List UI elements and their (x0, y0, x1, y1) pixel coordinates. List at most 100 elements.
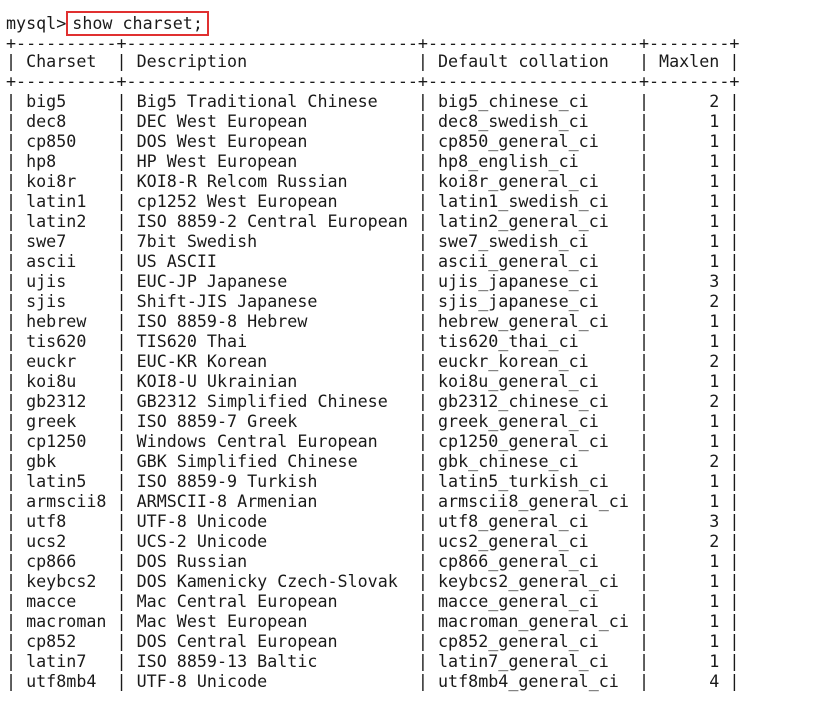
cell-maxlen: 2 (659, 291, 720, 311)
cell-maxlen: 1 (659, 491, 720, 511)
cell-collation: hebrew_general_ci (438, 311, 629, 331)
cell-maxlen: 1 (659, 191, 720, 211)
cell-description: ISO 8859-9 Turkish (136, 471, 408, 491)
cell-description: Mac Central European (136, 591, 408, 611)
header-charset: Charset (26, 51, 107, 71)
cell-charset: big5 (26, 91, 107, 111)
cell-maxlen: 4 (659, 671, 720, 691)
cell-maxlen: 1 (659, 211, 720, 231)
cell-description: US ASCII (136, 251, 408, 271)
cell-description: KOI8-U Ukrainian (136, 371, 408, 391)
table-header-row: | Charset | Description | Default collat… (6, 51, 740, 71)
cell-collation: utf8mb4_general_ci (438, 671, 629, 691)
cell-collation: cp852_general_ci (438, 631, 629, 651)
cell-description: GB2312 Simplified Chinese (136, 391, 408, 411)
cell-description: HP West European (136, 151, 408, 171)
cell-maxlen: 1 (659, 591, 720, 611)
cell-maxlen: 1 (659, 331, 720, 351)
table-row: | latin5 | ISO 8859-9 Turkish | latin5_t… (6, 471, 740, 491)
table-row: | euckr | EUC-KR Korean | euckr_korean_c… (6, 351, 740, 371)
cell-charset: koi8u (26, 371, 107, 391)
cell-charset: swe7 (26, 231, 107, 251)
cell-description: cp1252 West European (136, 191, 408, 211)
table-row: | utf8 | UTF-8 Unicode | utf8_general_ci… (6, 511, 740, 531)
cell-collation: ucs2_general_ci (438, 531, 629, 551)
cell-maxlen: 1 (659, 251, 720, 271)
table-row: | cp1250 | Windows Central European | cp… (6, 431, 740, 451)
cell-description: ISO 8859-13 Baltic (136, 651, 408, 671)
table-row: | hp8 | HP West European | hp8_english_c… (6, 151, 740, 171)
cell-charset: ascii (26, 251, 107, 271)
table-row: | utf8mb4 | UTF-8 Unicode | utf8mb4_gene… (6, 671, 740, 691)
cell-charset: latin1 (26, 191, 107, 211)
cell-charset: latin2 (26, 211, 107, 231)
cell-description: EUC-KR Korean (136, 351, 408, 371)
cell-description: Windows Central European (136, 431, 408, 451)
cell-charset: latin7 (26, 651, 107, 671)
cell-maxlen: 1 (659, 611, 720, 631)
table-row: | swe7 | 7bit Swedish | swe7_swedish_ci … (6, 231, 740, 251)
cell-charset: dec8 (26, 111, 107, 131)
cell-description: EUC-JP Japanese (136, 271, 408, 291)
header-maxlen: Maxlen (659, 51, 720, 71)
cell-maxlen: 1 (659, 631, 720, 651)
cell-maxlen: 2 (659, 391, 720, 411)
cell-maxlen: 2 (659, 451, 720, 471)
highlighted-command: show charset; (66, 11, 209, 36)
table-row: | latin7 | ISO 8859-13 Baltic | latin7_g… (6, 651, 740, 671)
table-row: | ujis | EUC-JP Japanese | ujis_japanese… (6, 271, 740, 291)
cell-collation: cp1250_general_ci (438, 431, 629, 451)
table-row: | tis620 | TIS620 Thai | tis620_thai_ci … (6, 331, 740, 351)
cell-charset: cp850 (26, 131, 107, 151)
cell-collation: cp866_general_ci (438, 551, 629, 571)
cell-charset: cp852 (26, 631, 107, 651)
table-row: | koi8r | KOI8-R Relcom Russian | koi8r_… (6, 171, 740, 191)
cell-collation: ujis_japanese_ci (438, 271, 629, 291)
cell-maxlen: 1 (659, 431, 720, 451)
cell-collation: latin1_swedish_ci (438, 191, 629, 211)
cell-maxlen: 1 (659, 151, 720, 171)
cell-maxlen: 1 (659, 571, 720, 591)
table-row: | latin2 | ISO 8859-2 Central European |… (6, 211, 740, 231)
cell-maxlen: 2 (659, 351, 720, 371)
table-row: | hebrew | ISO 8859-8 Hebrew | hebrew_ge… (6, 311, 740, 331)
cell-charset: utf8 (26, 511, 107, 531)
cell-description: DEC West European (136, 111, 408, 131)
cell-maxlen: 1 (659, 411, 720, 431)
header-collation: Default collation (438, 51, 629, 71)
cell-description: Mac West European (136, 611, 408, 631)
cell-description: 7bit Swedish (136, 231, 408, 251)
cell-description: Shift-JIS Japanese (136, 291, 408, 311)
table-row: | keybcs2 | DOS Kamenicky Czech-Slovak |… (6, 571, 740, 591)
cell-charset: greek (26, 411, 107, 431)
cell-charset: euckr (26, 351, 107, 371)
table-top-border: +----------+----------------------------… (6, 33, 740, 53)
cell-maxlen: 1 (659, 311, 720, 331)
cell-charset: armscii8 (26, 491, 107, 511)
cell-collation: gbk_chinese_ci (438, 451, 629, 471)
cell-charset: sjis (26, 291, 107, 311)
cell-collation: koi8r_general_ci (438, 171, 629, 191)
cell-charset: ujis (26, 271, 107, 291)
cell-description: UTF-8 Unicode (136, 511, 408, 531)
mysql-prompt: mysql> (6, 13, 67, 33)
cell-maxlen: 1 (659, 231, 720, 251)
table-row: | koi8u | KOI8-U Ukrainian | koi8u_gener… (6, 371, 740, 391)
table-row: | macce | Mac Central European | macce_g… (6, 591, 740, 611)
cell-description: UTF-8 Unicode (136, 671, 408, 691)
cell-maxlen: 2 (659, 531, 720, 551)
cell-collation: hp8_english_ci (438, 151, 629, 171)
table-header-border: +----------+----------------------------… (6, 71, 740, 91)
table-row: | macroman | Mac West European | macroma… (6, 611, 740, 631)
cell-collation: latin7_general_ci (438, 651, 629, 671)
cell-collation: tis620_thai_ci (438, 331, 629, 351)
table-row: | gbk | GBK Simplified Chinese | gbk_chi… (6, 451, 740, 471)
table-row: | greek | ISO 8859-7 Greek | greek_gener… (6, 411, 740, 431)
cell-maxlen: 1 (659, 551, 720, 571)
cell-collation: dec8_swedish_ci (438, 111, 629, 131)
cell-collation: utf8_general_ci (438, 511, 629, 531)
cell-collation: macce_general_ci (438, 591, 629, 611)
cell-description: Big5 Traditional Chinese (136, 91, 408, 111)
cell-charset: gb2312 (26, 391, 107, 411)
